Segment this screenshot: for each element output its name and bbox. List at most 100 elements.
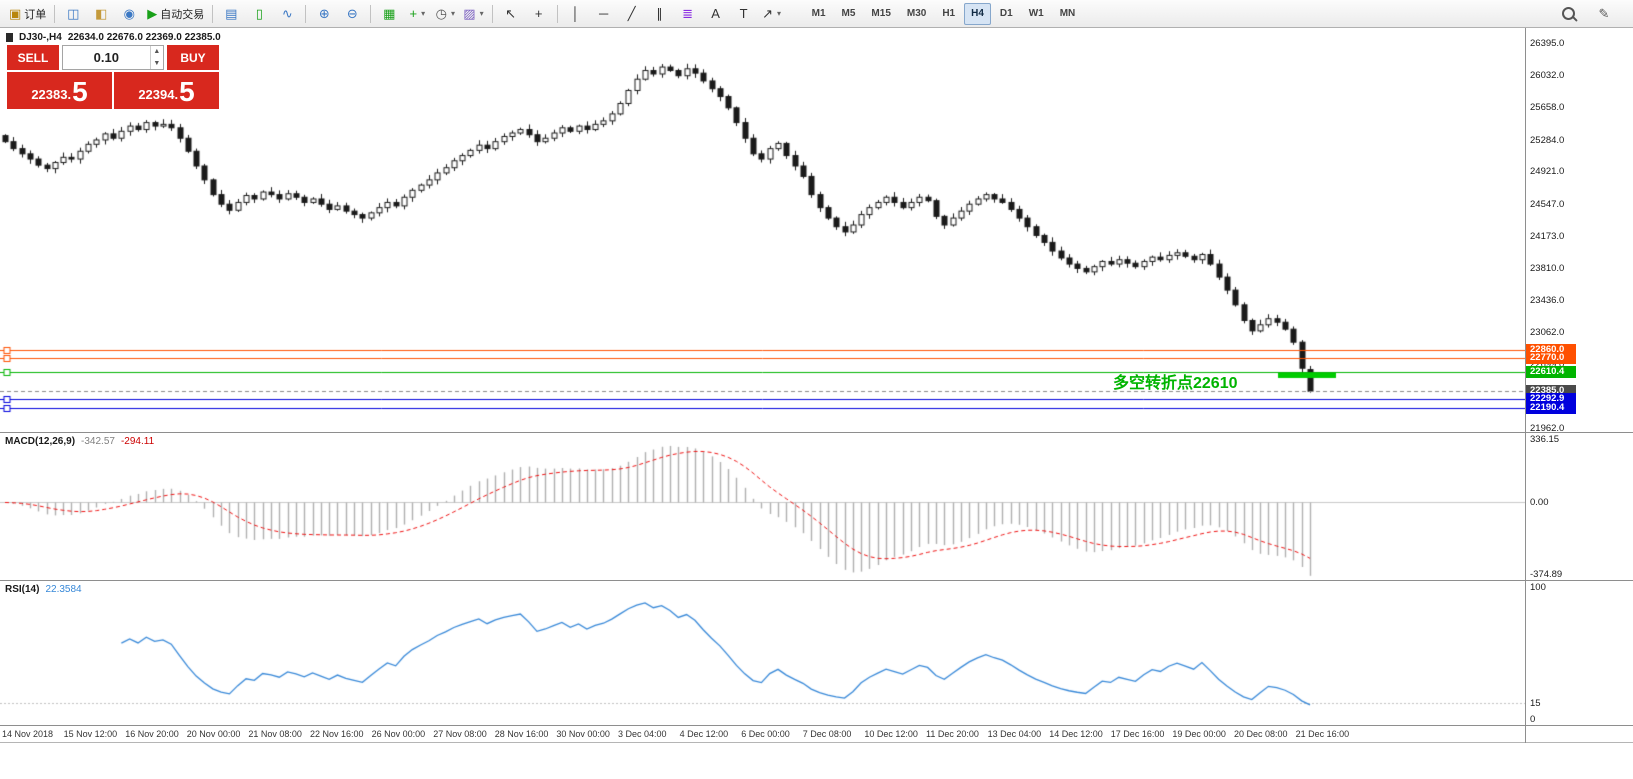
new-order-button[interactable]: ▣ 订单 bbox=[5, 2, 50, 25]
macd-tick-label: 336.15 bbox=[1530, 434, 1560, 445]
fibonacci-button[interactable]: ≣ bbox=[674, 2, 702, 25]
zoom-in-button-icon: ⊕ bbox=[318, 6, 330, 21]
line-chart-button[interactable]: ∿ bbox=[273, 2, 301, 25]
vertical-line-button[interactable]: │ bbox=[562, 2, 590, 25]
toolbar-separator bbox=[305, 4, 307, 23]
buy-button[interactable]: BUY bbox=[167, 45, 219, 70]
bar-chart-button[interactable]: ▤ bbox=[217, 2, 245, 25]
candlestick-chart-button-icon: ▯ bbox=[255, 6, 263, 21]
channel-button-icon: ∥ bbox=[656, 6, 663, 21]
navigator-button[interactable]: ◉ bbox=[115, 2, 143, 25]
sell-price-big: 5 bbox=[72, 76, 88, 107]
bar-chart-button-icon: ▤ bbox=[225, 6, 238, 21]
profiles-button[interactable]: ◷ ▾ bbox=[431, 2, 459, 25]
timeframe-m5-button[interactable]: M5 bbox=[841, 8, 856, 19]
time-label: 21 Nov 08:00 bbox=[248, 729, 302, 739]
bottom-strip bbox=[0, 743, 1633, 779]
timeframe-m30-button[interactable]: M30 bbox=[906, 8, 927, 19]
data-window-button[interactable]: ◧ bbox=[87, 2, 115, 25]
rsi-label: RSI(14) 22.3584 bbox=[5, 584, 82, 595]
text-button-icon: A bbox=[711, 6, 720, 21]
navigator-button-icon: ◉ bbox=[123, 6, 135, 21]
cursor-button[interactable]: ↖ bbox=[497, 2, 525, 25]
candlestick-chart-button[interactable]: ▯ bbox=[245, 2, 273, 25]
horizontal-line-button[interactable]: ─ bbox=[590, 2, 618, 25]
time-label: 30 Nov 00:00 bbox=[556, 729, 610, 739]
sell-button[interactable]: SELL bbox=[7, 45, 59, 70]
chart-title: DJ30-,H4 22634.0 22676.0 22369.0 22385.0 bbox=[6, 32, 221, 43]
pivot-annotation[interactable]: 多空转折点22610 bbox=[1113, 375, 1238, 392]
trendline-button[interactable]: ╱ bbox=[618, 2, 646, 25]
indicators-button[interactable]: ▨ ▾ bbox=[459, 2, 487, 25]
timeframe-d1-button[interactable]: D1 bbox=[999, 8, 1013, 19]
macd-canvas[interactable] bbox=[0, 433, 1525, 580]
arrows-button[interactable]: ↗ ▾ bbox=[758, 2, 786, 25]
timeframe-h4-button[interactable]: H4 bbox=[964, 2, 991, 25]
horizontal-line-button-icon: ─ bbox=[599, 6, 609, 21]
time-label: 14 Dec 12:00 bbox=[1049, 729, 1103, 739]
new-chart-button[interactable]: + ▾ bbox=[403, 2, 431, 25]
volume-input[interactable] bbox=[63, 46, 150, 69]
auto-trading-button-label: 自动交易 bbox=[160, 8, 205, 21]
time-label: 14 Nov 2018 bbox=[2, 729, 54, 739]
time-label: 10 Dec 12:00 bbox=[864, 729, 918, 739]
edit-button[interactable]: ✎ bbox=[1590, 2, 1618, 25]
macd-tick-label: -374.89 bbox=[1530, 569, 1563, 580]
search-button[interactable] bbox=[1554, 2, 1582, 25]
timeframe-m1-button[interactable]: M1 bbox=[811, 8, 826, 19]
time-label: 26 Nov 00:00 bbox=[371, 729, 426, 739]
zoom-out-button[interactable]: ⊖ bbox=[338, 2, 366, 25]
scale-divider bbox=[1525, 28, 1526, 743]
new-chart-button-dropdown-icon: ▾ bbox=[421, 9, 426, 18]
macd-signal-value: -294.11 bbox=[120, 436, 155, 447]
timeframe-mn-button[interactable]: MN bbox=[1059, 8, 1076, 19]
price-tick-label: 23436.0 bbox=[1530, 294, 1565, 306]
time-label: 17 Dec 16:00 bbox=[1110, 729, 1165, 739]
timeframe-w1-button[interactable]: W1 bbox=[1028, 8, 1044, 19]
toolbar-separator bbox=[556, 4, 558, 23]
timeframe-h1-button[interactable]: H1 bbox=[942, 8, 956, 19]
buy-price[interactable]: 22394. 5 bbox=[114, 72, 219, 109]
price-tick-label: 24921.0 bbox=[1530, 166, 1565, 178]
tile-windows-button-icon: ▦ bbox=[383, 6, 396, 21]
market-watch-button[interactable]: ◫ bbox=[59, 2, 87, 25]
toolbar-separator bbox=[491, 4, 493, 23]
profiles-button-icon: ◷ bbox=[435, 6, 447, 21]
chart-symbol-period: DJ30-,H4 bbox=[19, 32, 62, 43]
time-label: 22 Nov 16:00 bbox=[310, 729, 364, 739]
profiles-button-dropdown-icon: ▾ bbox=[450, 9, 455, 18]
crosshair-button-icon: + bbox=[534, 6, 543, 21]
time-axis[interactable]: 14 Nov 2018 15 Nov 12:00 16 Nov 20:00 20 No… bbox=[0, 726, 1633, 743]
rsi-canvas[interactable] bbox=[0, 581, 1525, 725]
rsi-value: 22.3584 bbox=[45, 584, 82, 595]
sell-price[interactable]: 22383. 5 bbox=[7, 72, 112, 109]
data-window-button-icon: ◧ bbox=[95, 6, 108, 21]
arrows-button-dropdown-icon: ▾ bbox=[777, 9, 782, 18]
price-chart-canvas[interactable] bbox=[0, 28, 1525, 432]
price-tick-label: 24173.0 bbox=[1530, 231, 1565, 243]
chart-symbol-icon bbox=[6, 33, 13, 42]
zoom-in-button[interactable]: ⊕ bbox=[310, 2, 338, 25]
price-tick-label: 26395.0 bbox=[1530, 38, 1565, 50]
tile-windows-button[interactable]: ▦ bbox=[375, 2, 403, 25]
volume-stepper: ▲ ▼ bbox=[62, 45, 164, 70]
rsi-panel: RSI(14) 22.3584 100 15 0 bbox=[0, 581, 1633, 726]
toolbar-separator bbox=[54, 4, 56, 23]
volume-up-button[interactable]: ▲ bbox=[153, 48, 161, 55]
channel-button[interactable]: ∥ bbox=[646, 2, 674, 25]
text-button[interactable]: A bbox=[702, 2, 730, 25]
timeframe-m15-button[interactable]: M15 bbox=[871, 8, 891, 19]
label-button[interactable]: T bbox=[730, 2, 758, 25]
new-chart-button-icon: + bbox=[409, 6, 418, 21]
indicators-button-icon: ▨ bbox=[463, 6, 476, 21]
price-tick-label: 23810.0 bbox=[1530, 262, 1565, 274]
volume-down-button[interactable]: ▼ bbox=[153, 59, 161, 67]
volume-arrows: ▲ ▼ bbox=[149, 46, 163, 69]
indicators-button-dropdown-icon: ▾ bbox=[479, 9, 484, 18]
crosshair-button[interactable]: + bbox=[525, 2, 553, 25]
time-label: 3 Dec 04:00 bbox=[618, 729, 667, 739]
time-label: 15 Nov 12:00 bbox=[63, 729, 118, 739]
auto-trading-button[interactable]: ▶ 自动交易 bbox=[143, 2, 208, 25]
price-tag: 22610.4 bbox=[1526, 365, 1576, 378]
price-tick-label: 25284.0 bbox=[1530, 134, 1565, 146]
